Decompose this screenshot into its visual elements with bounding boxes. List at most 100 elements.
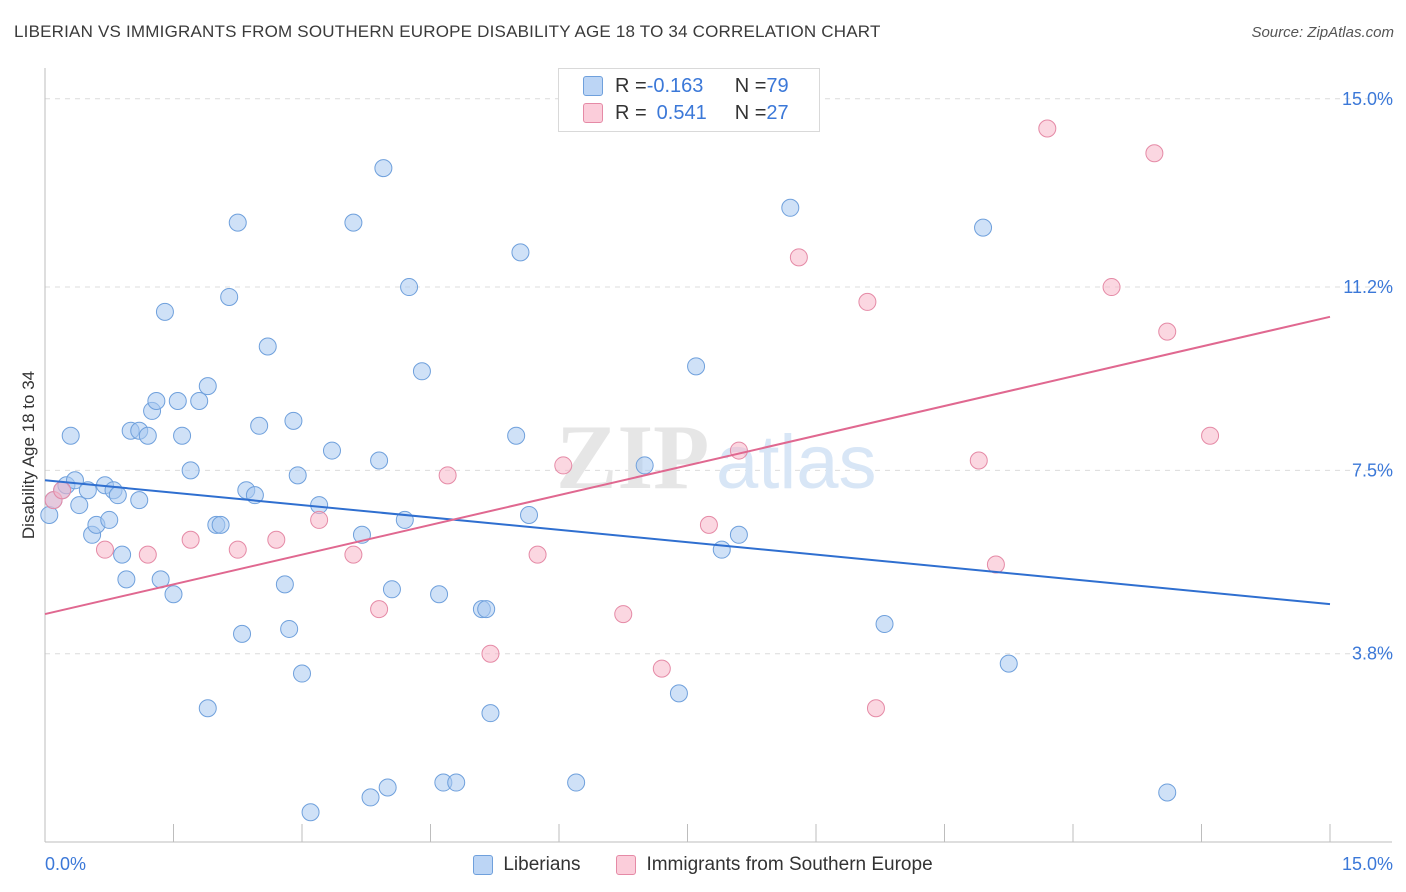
liberian-point: [117, 570, 136, 589]
southern-europe-trend-line: [44, 315, 1331, 616]
liberian-point: [430, 585, 449, 604]
southern-europe-point: [729, 441, 748, 460]
liberian-point: [382, 580, 401, 599]
liberian-point: [669, 684, 688, 703]
legend-n-label: N =: [734, 74, 767, 97]
legend-n-value: 79: [766, 74, 789, 97]
liberian-point: [100, 510, 119, 529]
liberian-point: [412, 362, 431, 381]
liberian-point: [781, 198, 800, 217]
liberian-point: [228, 213, 247, 232]
grid-lines: [45, 98, 1392, 655]
liberian-point: [61, 426, 80, 445]
southern-europe-point: [344, 545, 363, 564]
liberian-point: [875, 614, 894, 633]
liberian-point: [999, 654, 1018, 673]
liberian-point: [220, 287, 239, 306]
liberian-point: [78, 481, 97, 500]
southern-europe-point: [228, 540, 247, 559]
legend-item-liberians[interactable]: Liberians: [473, 854, 580, 876]
liberian-point: [511, 243, 530, 262]
southern-europe-point: [699, 515, 718, 534]
chart-title: LIBERIAN VS IMMIGRANTS FROM SOUTHERN EUR…: [14, 22, 881, 41]
southern-europe-point: [652, 659, 671, 678]
southern-europe-point: [267, 530, 286, 549]
y-tick-label: 11.2%: [1343, 277, 1393, 297]
x-tick-label: 0.0%: [45, 854, 86, 874]
liberian-point: [361, 788, 380, 807]
southern-europe-point: [53, 481, 72, 500]
series-legend: Liberians Immigrants from Southern Europ…: [0, 852, 1406, 878]
liberian-point: [211, 515, 230, 534]
liberian-point: [687, 357, 706, 376]
liberian-point: [168, 392, 187, 411]
legend-swatch-blue: [473, 855, 494, 875]
legend-r-value: -0.163: [646, 74, 704, 97]
southern-europe-point: [969, 451, 988, 470]
legend-n-value: 27: [766, 101, 789, 124]
southern-europe-point: [789, 248, 808, 267]
liberian-point: [233, 624, 252, 643]
liberian-point: [400, 278, 419, 297]
liberian-point: [147, 392, 166, 411]
southern-europe-point: [528, 545, 547, 564]
legend-n-label: N =: [734, 101, 767, 124]
legend-row-southern-europe: R = 0.541 N = 27: [583, 100, 789, 126]
southern-europe-point: [481, 644, 500, 663]
southern-europe-point: [310, 510, 329, 529]
southern-europe-point: [1145, 144, 1164, 163]
liberian-point: [635, 456, 654, 475]
southern-europe-point: [181, 530, 200, 549]
liberian-point: [729, 525, 748, 544]
liberian-point: [70, 496, 89, 515]
liberian-point: [374, 159, 393, 178]
liberian-point: [567, 773, 586, 792]
liberian-point: [370, 451, 389, 470]
liberian-point: [181, 461, 200, 480]
liberian-point: [447, 773, 466, 792]
liberian-point: [344, 213, 363, 232]
legend-item-southern-europe[interactable]: Immigrants from Southern Europe: [616, 854, 933, 876]
y-tick-label: 3.8%: [1352, 644, 1393, 664]
legend-label-liberians: Liberians: [503, 854, 581, 875]
liberian-point: [288, 466, 307, 485]
southern-europe-point: [614, 605, 633, 624]
watermark: ZIP atlas: [556, 406, 877, 508]
legend-swatch-pink: [583, 103, 603, 123]
tick-labels: 3.8% 7.5% 11.2% 15.0% 0.0% 15.0%: [45, 89, 1393, 874]
legend-r-label: R =: [615, 101, 647, 124]
liberian-point: [198, 699, 217, 718]
liberian-point: [280, 619, 299, 638]
x-tick-label: 15.0%: [1342, 854, 1393, 874]
legend-r-value: 0.541: [656, 101, 707, 124]
liberian-point: [258, 337, 277, 356]
y-axis-label: Disability Age 18 to 34: [19, 371, 38, 539]
southern-europe-point: [1102, 278, 1121, 297]
southern-europe-point: [370, 600, 389, 619]
southern-europe-point: [1201, 426, 1220, 445]
liberian-point: [155, 302, 174, 321]
legend-label-southern-europe: Immigrants from Southern Europe: [646, 854, 933, 875]
southern-europe-point: [1158, 322, 1177, 341]
southern-europe-point: [438, 466, 457, 485]
liberian-point: [164, 585, 183, 604]
liberian-point: [275, 575, 294, 594]
watermark-atlas: atlas: [716, 420, 877, 505]
liberian-point: [250, 416, 269, 435]
liberian-point: [322, 441, 341, 460]
liberian-point: [378, 778, 397, 797]
liberian-point: [477, 600, 496, 619]
liberian-point: [974, 218, 993, 237]
liberian-point: [520, 505, 539, 524]
southern-europe-point: [95, 540, 114, 559]
liberian-point: [293, 664, 311, 683]
source-label: Source: ZipAtlas.com: [1251, 24, 1394, 41]
liberian-point: [190, 392, 209, 411]
liberian-point: [130, 491, 149, 510]
southern-europe-point: [858, 292, 877, 311]
liberian-point: [108, 486, 127, 505]
liberian-point: [481, 704, 500, 723]
liberian-point: [173, 426, 192, 445]
correlation-legend: R = -0.163 N = 79 R = 0.541 N = 27: [558, 68, 820, 132]
